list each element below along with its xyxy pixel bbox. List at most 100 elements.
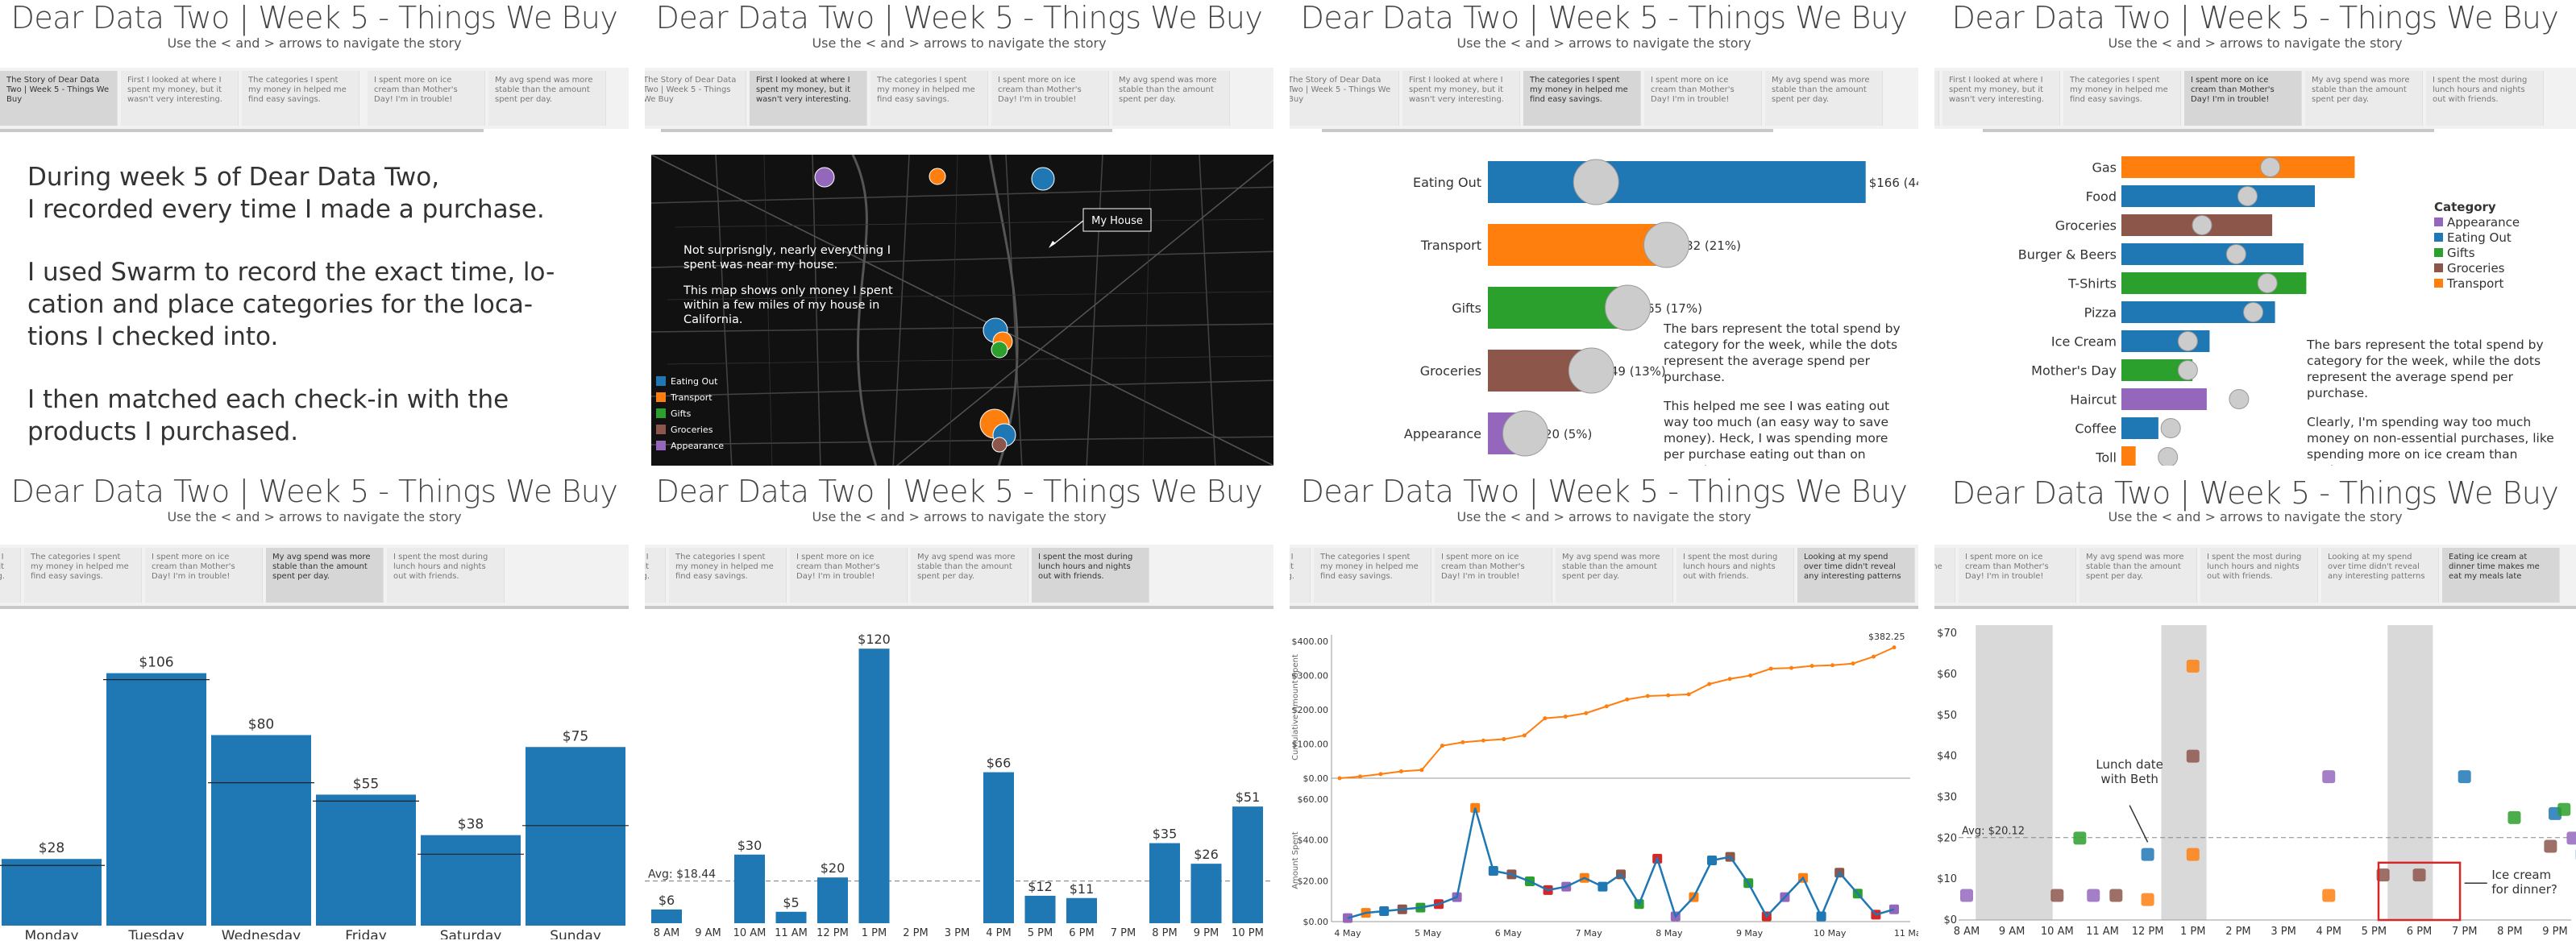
story-tab-2[interactable]: First I looked at where I spent my money… bbox=[750, 71, 867, 126]
map-text-1: Not surprisngly, nearly everything I spe… bbox=[683, 244, 891, 271]
legend-item: Eating Out bbox=[2447, 230, 2512, 245]
bar-category-label: Gifts bbox=[1452, 300, 1481, 316]
story-tab-5[interactable]: My avg spend was more stable than the am… bbox=[266, 548, 384, 603]
annotation-arrow bbox=[2129, 805, 2149, 843]
y-tick-label: $60 bbox=[1937, 669, 1957, 681]
bar-category-label: T-Shirts bbox=[2067, 276, 2117, 292]
bar-value-label: $55 bbox=[353, 776, 379, 792]
story-tab-0[interactable] bbox=[1934, 71, 1939, 126]
bar bbox=[2121, 272, 2307, 294]
story-tab-3[interactable]: The categories I spent my money in helpe… bbox=[870, 71, 988, 126]
story-tab-1[interactable]: The Story of Dear Data Two | Week 5 - Th… bbox=[645, 71, 746, 126]
story-tab-5[interactable]: My avg spend was more stable than the am… bbox=[1765, 71, 1883, 126]
story-tab-3[interactable]: The categories I spent my money in helpe… bbox=[24, 548, 142, 603]
story-tab-2[interactable]: First I looked at where I spent my money… bbox=[1290, 548, 1311, 603]
story-tab-4[interactable]: I spent more on ice cream than Mother's … bbox=[790, 548, 908, 603]
story-tab-3[interactable]: The categories I spent my money in helpe… bbox=[1523, 71, 1641, 126]
bar-category-label: Mother's Day bbox=[2031, 363, 2117, 379]
story-tab-5[interactable]: My avg spend was more stable than the am… bbox=[911, 548, 1028, 603]
story-tab-4[interactable]: I spent more on ice cream than Mother's … bbox=[145, 548, 263, 603]
purchase-icon bbox=[2186, 847, 2200, 861]
story-tab-5[interactable]: My avg spend was more stable than the am… bbox=[2305, 71, 2423, 126]
map-view[interactable]: My House Not surprisngly, nearly everyth… bbox=[651, 155, 1273, 466]
bar bbox=[1024, 895, 1056, 923]
story-tab-8[interactable]: Eating ice cream at dinner time makes me… bbox=[2442, 548, 2560, 603]
story-tab-6[interactable]: I spent the most during lunch hours and … bbox=[2426, 71, 2544, 126]
story-tab-1[interactable]: The Story of Dear Data Two | Week 5 - Th… bbox=[0, 71, 118, 126]
story-tab-6[interactable]: I spent the most during lunch hours and … bbox=[387, 548, 505, 603]
bar-value-label: $12 bbox=[1028, 879, 1053, 894]
story-tab-2[interactable]: First I looked at where I spent my money… bbox=[1942, 71, 2060, 126]
legend-item: Transport bbox=[2447, 276, 2504, 291]
page-subtitle: Use the < and > arrows to navigate the s… bbox=[167, 509, 462, 524]
story-tab-5[interactable]: My avg spend was more stable than the am… bbox=[2079, 548, 2197, 603]
intro-para-1: During week 5 of Dear Data Two, I record… bbox=[27, 163, 545, 224]
story-tab-4[interactable]: I spent more on ice cream than Mother's … bbox=[1644, 71, 1762, 126]
purchase-icon bbox=[2507, 810, 2521, 824]
bar-category-label: Toll bbox=[2095, 450, 2117, 466]
purchase-icon bbox=[2073, 831, 2087, 845]
map-marker[interactable] bbox=[814, 167, 835, 188]
purchase-icon bbox=[2050, 889, 2064, 902]
bar-value-label: $28 bbox=[39, 840, 64, 856]
story-tab-2[interactable]: First I looked at where I spent my money… bbox=[1402, 71, 1520, 126]
story-tab-4[interactable]: I spent more on ice cream than Mother's … bbox=[991, 71, 1109, 126]
story-tab-2[interactable]: First I looked at where I spent my money… bbox=[0, 548, 21, 603]
avg-dot bbox=[2260, 157, 2281, 177]
story-tab-1[interactable]: The Story of Dear Data Two | Week 5 - Th… bbox=[1290, 71, 1399, 126]
story-tab-7[interactable]: Looking at my spend over time didn't rev… bbox=[1797, 548, 1915, 603]
story-tab-2[interactable]: First I looked at where I spent my money… bbox=[121, 71, 239, 126]
story-tab-2[interactable]: First I looked at where I spent my money… bbox=[645, 548, 666, 603]
bar-category-label: Coffee bbox=[2075, 421, 2117, 437]
annotation-text: Lunch date bbox=[2096, 757, 2163, 772]
map-marker[interactable] bbox=[991, 437, 1008, 453]
house-label-box bbox=[1082, 208, 1152, 232]
map-marker[interactable] bbox=[991, 341, 1008, 358]
x-tick-label: 8 PM bbox=[1152, 927, 1177, 939]
story-tab-4[interactable]: I spent more on ice cream than Mother's … bbox=[1959, 548, 2076, 603]
story-tab-3[interactable]: The categories I spent my money in helpe… bbox=[242, 71, 359, 126]
chart-legend: Category Appearance Eating Out Gifts Gro… bbox=[2434, 200, 2520, 292]
bar-category-label: Ice Cream bbox=[2051, 334, 2117, 350]
x-tick-label: 7 PM bbox=[1111, 927, 1136, 939]
story-tab-6[interactable]: I spent the most during lunch hours and … bbox=[1032, 548, 1149, 603]
x-tick-label: 4 May bbox=[1334, 928, 1361, 939]
story-tab-5[interactable]: My avg spend was more stable than the am… bbox=[488, 71, 606, 126]
story-tab-4[interactable]: I spent more on ice cream than Mother's … bbox=[368, 71, 485, 126]
y-tick-label: $0 bbox=[1943, 914, 1957, 926]
map-marker[interactable] bbox=[1031, 167, 1055, 191]
avg-dot bbox=[1573, 159, 1619, 205]
story-tab-6[interactable]: I spent the most during lunch hours and … bbox=[2200, 548, 2318, 603]
legend-item: Groceries bbox=[2447, 261, 2505, 276]
story-tab-3[interactable]: The categories I spent my money in helpe… bbox=[669, 548, 787, 603]
x-tick-label: 8 May bbox=[1656, 928, 1683, 939]
map-marker[interactable] bbox=[929, 168, 946, 185]
story-tab-3[interactable]: The categories I spent my money in helpe… bbox=[1314, 548, 1431, 603]
story-nav: The categories I spent my money in helpe… bbox=[1934, 545, 2576, 609]
bar bbox=[817, 877, 848, 923]
y-axis-label: Amount Spent bbox=[1291, 831, 1300, 889]
story-tab-5[interactable]: My avg spend was more stable than the am… bbox=[1112, 71, 1230, 126]
story-tab-7[interactable]: Looking at my spend over time didn't rev… bbox=[2321, 548, 2439, 603]
story-tab-5[interactable]: My avg spend was more stable than the am… bbox=[1556, 548, 1673, 603]
story-nav: First I looked at where I spent my money… bbox=[645, 545, 1273, 609]
bar-category-label: Groceries bbox=[2055, 218, 2117, 234]
avg-dot bbox=[2229, 389, 2250, 409]
y-tick-label: $300.00 bbox=[1292, 671, 1329, 682]
story-tab-3[interactable]: The categories I spent my money in helpe… bbox=[2063, 71, 2181, 126]
caption-1: The bars represent the total spend by ca… bbox=[1664, 321, 1901, 384]
story-tab-3[interactable]: The categories I spent my money in helpe… bbox=[1934, 548, 1955, 603]
story-tab-4[interactable]: I spent more on ice cream than Mother's … bbox=[1435, 548, 1552, 603]
story-tab-4[interactable]: I spent more on ice cream than Mother's … bbox=[2184, 71, 2302, 126]
bar-value-label: $26 bbox=[1194, 847, 1219, 862]
x-tick-label: Saturday bbox=[440, 928, 502, 939]
bar-value-label: $49 (13%) bbox=[1602, 364, 1665, 379]
avg-dot bbox=[2160, 418, 2181, 438]
bar bbox=[1149, 843, 1180, 923]
story-panel-4: Dear Data Two | Week 5 - Things We Buy U… bbox=[1934, 0, 2576, 466]
time-band bbox=[2387, 625, 2433, 920]
avg-dot bbox=[2237, 186, 2258, 206]
story-tab-6[interactable]: I spent the most during lunch hours and … bbox=[1676, 548, 1794, 603]
x-tick-label: 10 May bbox=[1814, 928, 1847, 939]
bar-category-label: Appearance bbox=[1404, 426, 1481, 441]
